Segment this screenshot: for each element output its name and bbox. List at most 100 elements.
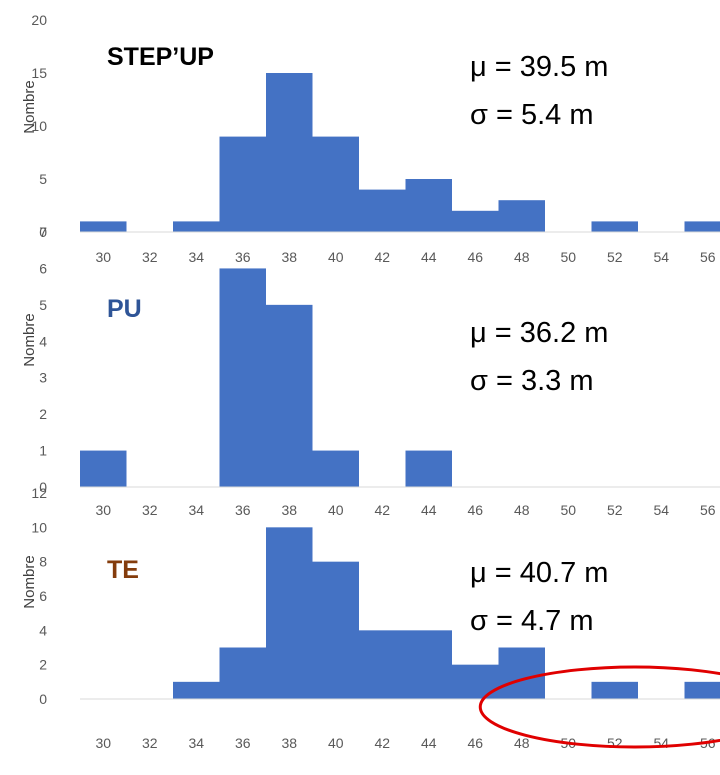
histogram-bar (312, 136, 359, 232)
panel-title: TE (107, 556, 139, 584)
mean-annotation: μ = 40.7 m (470, 557, 608, 589)
histogram-bar (173, 681, 220, 699)
x-tick-label: 44 (421, 502, 437, 518)
histogram-bar (591, 221, 638, 232)
histogram-bar (312, 450, 359, 487)
x-tick-label: 38 (281, 249, 297, 265)
x-tick-label: 52 (607, 735, 623, 751)
std-annotation: σ = 4.7 m (470, 605, 593, 637)
x-tick-label: 48 (514, 502, 530, 518)
x-tick-label: 48 (514, 249, 530, 265)
x-tick-label: 46 (467, 502, 483, 518)
x-tick-label: 30 (95, 735, 111, 751)
y-tick-label: 5 (39, 171, 47, 187)
panel-title: STEP’UP (107, 43, 214, 71)
y-axis-label: Nombre (21, 80, 38, 133)
y-tick-label: 2 (39, 657, 47, 673)
histogram-bar (498, 200, 545, 232)
y-tick-label: 0 (39, 224, 47, 240)
mean-annotation: μ = 36.2 m (470, 317, 608, 349)
x-tick-label: 54 (653, 735, 669, 751)
x-tick-label: 54 (653, 249, 669, 265)
y-tick-label: 5 (39, 297, 47, 313)
histogram-bar (405, 450, 452, 487)
histogram-bar (266, 527, 313, 699)
histogram-bar (219, 268, 266, 487)
histogram-bar (173, 221, 220, 232)
panel-1: 0 5 10 15 20 Nombre 30 32 34 36 38 40 42 44 46 48 50 52 54… (21, 12, 720, 265)
y-tick-label: 1 (39, 443, 47, 459)
x-tick-label: 50 (560, 502, 576, 518)
y-tick-label: 0 (39, 691, 47, 707)
histogram-bar (405, 630, 452, 699)
y-axis-label: Nombre (21, 555, 38, 608)
y-tick-label: 15 (31, 65, 47, 81)
y-tick-label: 6 (39, 260, 47, 276)
x-tick-label: 32 (142, 735, 158, 751)
x-tick-label: 40 (328, 502, 344, 518)
y-tick-label: 3 (39, 370, 47, 386)
x-tick-label: 36 (235, 502, 251, 518)
y-tick-label: 8 (39, 554, 47, 570)
histogram-bar (452, 664, 499, 699)
histogram-bar (684, 221, 720, 232)
std-annotation: σ = 5.4 m (470, 99, 593, 131)
x-tick-label: 52 (607, 502, 623, 518)
y-tick-label: 20 (31, 12, 47, 28)
panel-title: PU (107, 295, 142, 323)
x-tick-label: 44 (421, 735, 437, 751)
histogram-bar (80, 450, 127, 487)
y-tick-label: 6 (39, 588, 47, 604)
x-tick-label: 46 (467, 735, 483, 751)
histogram-bar (405, 179, 452, 232)
x-tick-label: 30 (95, 502, 111, 518)
x-tick-label: 48 (514, 735, 530, 751)
histogram-bar (219, 136, 266, 232)
x-tick-label: 40 (328, 249, 344, 265)
histogram-bar (266, 304, 313, 487)
y-axis-label: Nombre (21, 313, 38, 366)
y-tick-label: 10 (31, 519, 47, 535)
std-annotation: σ = 3.3 m (470, 365, 593, 397)
x-tick-label: 36 (235, 249, 251, 265)
x-tick-label: 30 (95, 249, 111, 265)
x-tick-label: 54 (653, 502, 669, 518)
x-tick-label: 46 (467, 249, 483, 265)
x-tick-label: 40 (328, 735, 344, 751)
histogram-bar (266, 73, 313, 232)
x-tick-label: 44 (421, 249, 437, 265)
y-tick-label: 10 (31, 118, 47, 134)
histogram-bar (359, 630, 406, 699)
x-tick-label: 42 (374, 735, 390, 751)
x-tick-label: 34 (188, 502, 204, 518)
x-tick-label: 52 (607, 249, 623, 265)
y-tick-label: 2 (39, 406, 47, 422)
mean-annotation: μ = 39.5 m (470, 51, 608, 83)
histogram-bar (498, 647, 545, 699)
x-tick-label: 56 (700, 502, 716, 518)
y-tick-label: 4 (39, 333, 47, 349)
y-tick-label: 7 (39, 224, 47, 240)
x-tick-label: 32 (142, 502, 158, 518)
highlight-ellipse (478, 665, 720, 749)
y-tick-label: 12 (31, 485, 47, 501)
y-tick-label: 4 (39, 622, 47, 638)
histogram-bar (359, 189, 406, 232)
x-tick-label: 42 (374, 249, 390, 265)
histogram-bar (80, 221, 127, 232)
x-tick-label: 42 (374, 502, 390, 518)
x-tick-label: 36 (235, 735, 251, 751)
histogram-bar (684, 681, 720, 699)
x-tick-label: 34 (188, 249, 204, 265)
histogram-bar (452, 210, 499, 232)
x-tick-label: 32 (142, 249, 158, 265)
x-tick-label: 38 (281, 735, 297, 751)
x-tick-label: 50 (560, 249, 576, 265)
histogram-bar (312, 561, 359, 699)
x-tick-label: 34 (188, 735, 204, 751)
x-tick-label: 56 (700, 249, 716, 265)
y-tick-label: 0 (39, 479, 47, 495)
